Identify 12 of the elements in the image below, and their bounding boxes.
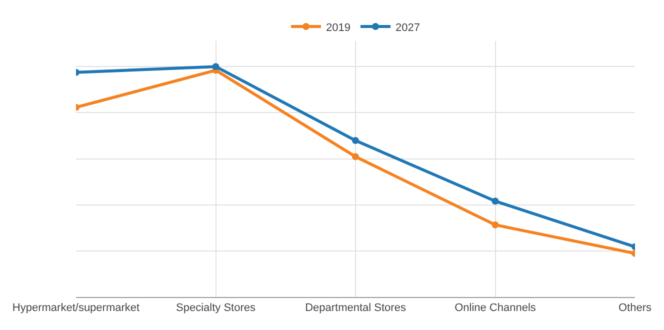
point bbox=[352, 153, 359, 160]
legend-label: 2027 bbox=[395, 22, 420, 34]
x-tick-label: Hypermarket/supermarket bbox=[12, 302, 140, 314]
point bbox=[492, 198, 499, 205]
point bbox=[492, 221, 499, 228]
legend-label: 2019 bbox=[326, 22, 350, 34]
x-tick-label: Online Channels bbox=[454, 302, 536, 314]
point bbox=[352, 137, 359, 144]
x-tick-label: Others bbox=[618, 302, 652, 314]
point bbox=[212, 63, 220, 70]
x-tick-label: Specialty Stores bbox=[176, 302, 256, 314]
x-tick-label: Departmental Stores bbox=[305, 302, 406, 314]
